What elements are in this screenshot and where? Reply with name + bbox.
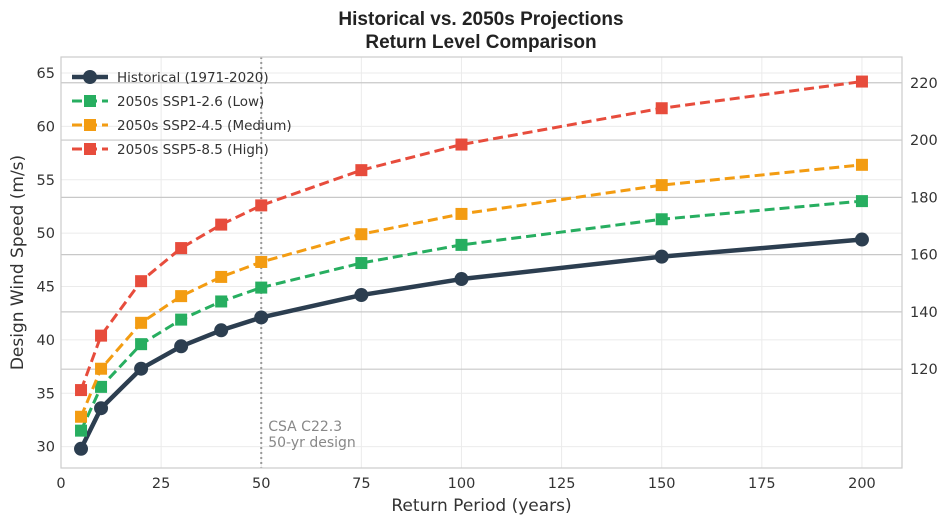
x-axis-ticks: 0 25 50 75 100 125 150 175 200 xyxy=(56,476,875,492)
y2-tick-label: 180 xyxy=(910,190,938,206)
series-0 xyxy=(74,232,869,456)
y-tick-label: 35 xyxy=(37,386,55,402)
x-tick-label: 50 xyxy=(252,476,270,492)
data-point xyxy=(75,424,88,437)
x-tick-label: 0 xyxy=(56,476,65,492)
data-point xyxy=(254,310,269,325)
data-point xyxy=(854,232,869,247)
series-lines xyxy=(74,75,869,456)
data-point xyxy=(95,329,108,342)
data-point xyxy=(855,75,868,88)
data-point xyxy=(455,238,468,251)
legend-item: 2050s SSP5-8.5 (High) xyxy=(72,142,269,158)
plot-frame xyxy=(60,56,903,469)
data-point xyxy=(455,138,468,151)
data-point xyxy=(135,316,148,329)
data-point xyxy=(175,290,188,303)
data-point xyxy=(255,255,268,268)
x-tick-label: 25 xyxy=(152,476,170,492)
data-point xyxy=(75,410,88,423)
legend-marker xyxy=(84,119,96,131)
data-point xyxy=(255,199,268,212)
data-point xyxy=(355,257,368,270)
series-line xyxy=(79,163,863,418)
y-tick-label: 30 xyxy=(37,440,55,456)
x-tick-label: 200 xyxy=(848,476,876,492)
y2-tick-label: 140 xyxy=(910,305,938,321)
legend: Historical (1971-2020) 2050s SSP1-2.6 (Lo… xyxy=(72,70,292,158)
data-point xyxy=(74,441,89,456)
y-tick-label: 55 xyxy=(37,173,55,189)
data-point xyxy=(135,275,148,288)
y-tick-label: 50 xyxy=(37,226,55,242)
y2-axis-ticks: 120 140 160 180 200 220 xyxy=(910,76,938,378)
data-point xyxy=(214,323,229,338)
data-point xyxy=(855,195,868,208)
data-point xyxy=(654,249,669,264)
data-point xyxy=(95,362,108,375)
data-point xyxy=(175,242,188,255)
data-point xyxy=(454,272,469,287)
legend-item: 2050s SSP2-4.5 (Medium) xyxy=(72,118,292,134)
data-point xyxy=(855,158,868,171)
data-point xyxy=(215,295,228,308)
legend-marker xyxy=(83,70,97,84)
y2-tick-label: 220 xyxy=(910,76,938,92)
series-line xyxy=(78,237,865,452)
legend-label: 2050s SSP1-2.6 (Low) xyxy=(117,94,264,110)
data-point xyxy=(354,288,369,303)
y-axis-label: Design Wind Speed (m/s) xyxy=(8,155,28,370)
y2-tick-label: 160 xyxy=(910,248,938,264)
data-point xyxy=(215,270,228,283)
data-point xyxy=(655,213,668,226)
y2-tick-label: 200 xyxy=(910,133,938,149)
legend-marker xyxy=(84,95,96,107)
y2-tick-label: 120 xyxy=(910,362,938,378)
legend-label: 2050s SSP2-4.5 (Medium) xyxy=(117,118,292,134)
data-point xyxy=(215,218,228,231)
annotation-label-line-2: 50-yr design xyxy=(268,435,356,451)
data-point xyxy=(355,164,368,177)
series-line xyxy=(79,80,863,391)
x-tick-label: 75 xyxy=(352,476,370,492)
data-point xyxy=(174,339,189,354)
x-tick-label: 150 xyxy=(648,476,676,492)
data-point xyxy=(95,380,108,393)
y-tick-label: 60 xyxy=(37,119,55,135)
data-point xyxy=(255,281,268,294)
x-tick-label: 125 xyxy=(548,476,576,492)
y-tick-label: 45 xyxy=(37,280,55,296)
x-tick-label: 175 xyxy=(748,476,776,492)
data-point xyxy=(75,384,88,397)
chart-title-line-1: Historical vs. 2050s Projections xyxy=(338,9,623,30)
y-tick-label: 40 xyxy=(37,333,55,349)
y-axis-ticks: 30 35 40 45 50 55 60 65 xyxy=(37,66,55,456)
data-point xyxy=(655,102,668,115)
data-point xyxy=(655,179,668,192)
chart-title: Historical vs. 2050s Projections Return … xyxy=(338,9,623,53)
x-tick-label: 100 xyxy=(448,476,476,492)
data-point xyxy=(175,313,188,326)
y-tick-label: 65 xyxy=(37,66,55,82)
chart-title-line-2: Return Level Comparison xyxy=(365,32,596,53)
data-point xyxy=(135,338,148,351)
data-point xyxy=(134,361,149,376)
legend-label: 2050s SSP5-8.5 (High) xyxy=(117,142,269,158)
annotation-label-line-1: CSA C22.3 xyxy=(268,419,342,435)
data-point xyxy=(94,401,109,416)
series-2 xyxy=(75,158,868,423)
data-point xyxy=(355,228,368,241)
series-3 xyxy=(75,75,868,397)
legend-item: 2050s SSP1-2.6 (Low) xyxy=(72,94,264,110)
x-axis-label: Return Period (years) xyxy=(391,496,571,516)
data-point xyxy=(455,207,468,220)
legend-label: Historical (1971-2020) xyxy=(117,70,269,86)
legend-item: Historical (1971-2020) xyxy=(72,70,269,86)
series-line xyxy=(79,199,863,432)
series-1 xyxy=(75,195,868,437)
legend-marker xyxy=(84,143,96,155)
